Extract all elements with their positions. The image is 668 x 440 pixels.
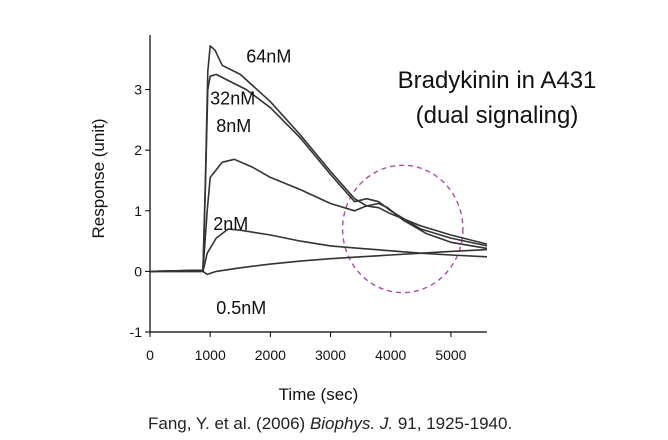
y-tick-label: 2 [134,142,142,158]
citation-authors: Fang, Y. et al. (2006) [148,414,310,433]
citation-journal: Biophys. J. [309,414,394,433]
series-label: 0.5nM [216,298,266,318]
x-tick-label: 0 [146,347,154,363]
y-tick-label: 3 [134,82,142,98]
annotation-line-1: Bradykinin in A431 [398,67,597,94]
citation-volume: 91, 1925-1940. [393,414,513,433]
series-line-2 [149,158,488,273]
y-tick-label: 1 [134,203,142,219]
x-tick-label: 5000 [435,347,466,363]
x-tick-label: 3000 [315,347,346,363]
series-label: 2nM [213,214,248,234]
x-tick-label: 1000 [195,347,226,363]
series-label: 8nM [216,116,251,136]
series-label: 64nM [246,46,291,66]
series-line-3 [150,228,488,273]
citation: Fang, Y. et al. (2006) Biophys. J. 91, 1… [148,414,512,434]
series-layer [149,45,488,294]
highlight-circle [341,164,464,294]
y-tick-label: 0 [134,263,142,279]
series-labels: 64nM 32nM 8nM 2nM 0.5nM [210,46,291,318]
y-tick-label: -1 [130,324,143,340]
annotation-line-2: (dual signaling) [416,102,579,129]
series-label: 32nM [210,89,255,109]
y-axis-label: Response (unit) [89,118,108,238]
x-tick-label: 2000 [255,347,286,363]
series-line-4 [150,248,488,276]
x-tick-label: 4000 [375,347,406,363]
x-axis-label: Time (sec) [279,385,359,404]
